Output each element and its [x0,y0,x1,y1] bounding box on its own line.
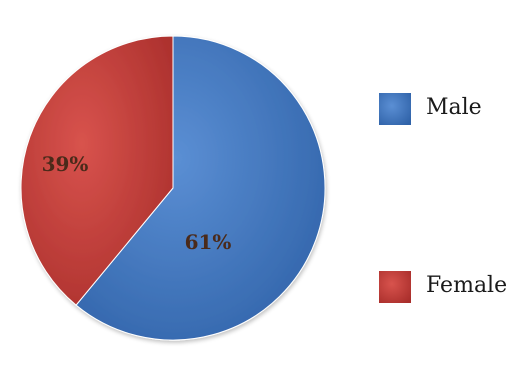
pie-slice-male [75,35,326,341]
slice-label-female: 39% [42,152,89,176]
legend-item-male: Male [379,93,482,125]
legend-label-female: Female [426,273,507,298]
legend-item-female: Female [379,271,507,303]
legend-swatch-female [379,271,411,303]
legend: Male Female [379,93,507,303]
legend-swatch-male [379,93,411,125]
pie-slices [20,35,326,341]
slice-labels: 61% 39% [42,152,232,254]
legend-label-male: Male [426,95,482,120]
pie-slice-female [20,35,174,306]
slice-label-male: 61% [185,230,232,254]
